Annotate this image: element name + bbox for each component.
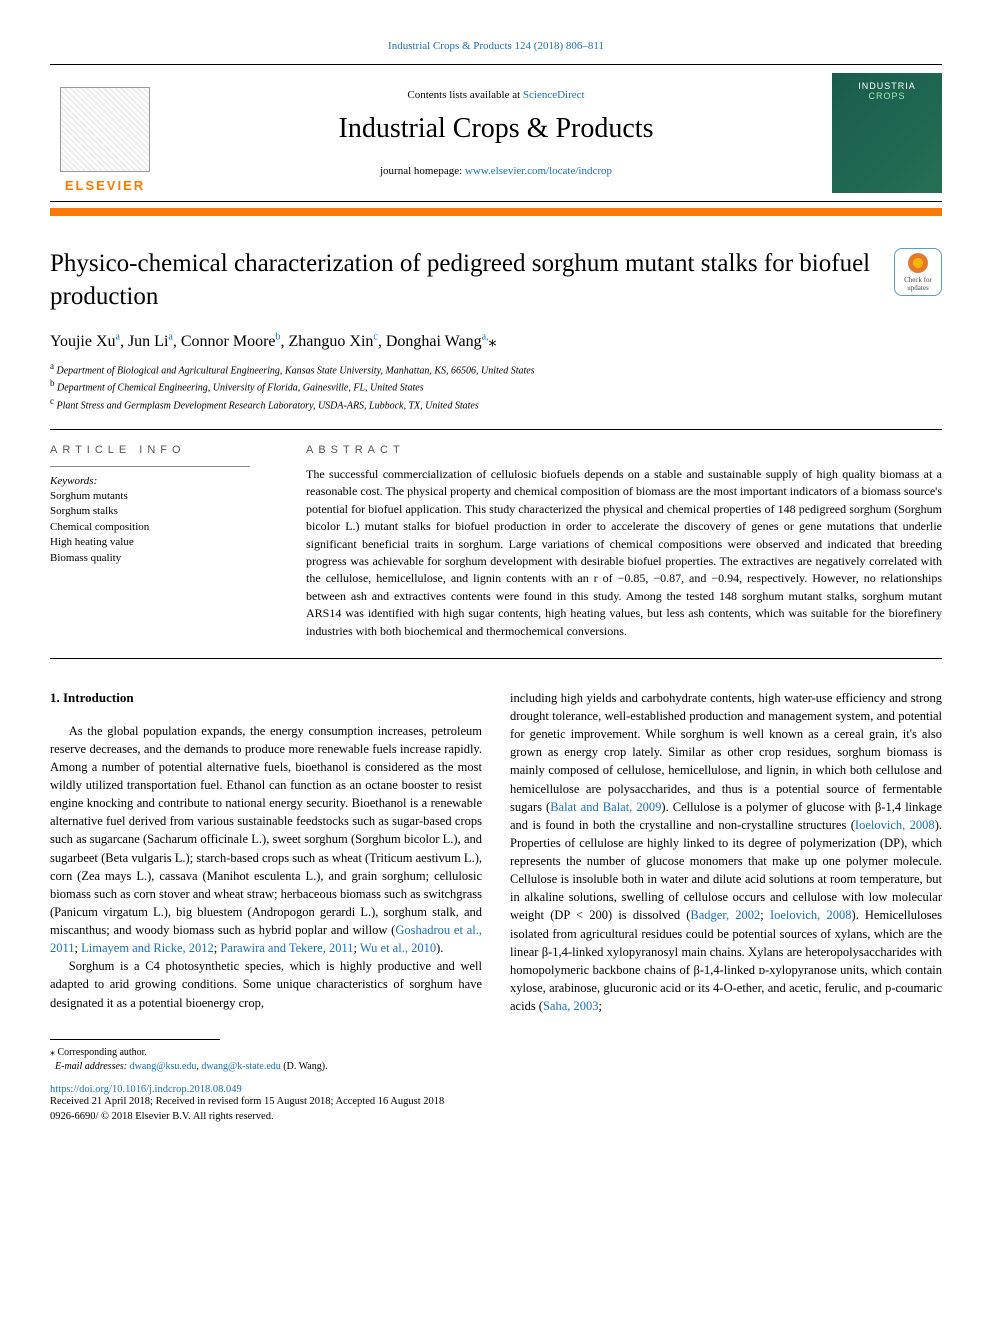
elsevier-logo[interactable]: ELSEVIER (50, 73, 160, 193)
elsevier-tree-icon (60, 87, 150, 172)
cover-text-1: INDUSTRIA (858, 81, 916, 91)
keyword: Sorghum mutants (50, 489, 270, 504)
authors: Youjie Xua, Jun Lia, Connor Mooreb, Zhan… (50, 331, 942, 351)
sciencedirect-link[interactable]: ScienceDirect (523, 89, 585, 101)
contents-prefix: Contents lists available at (407, 89, 522, 101)
body-paragraph: including high yields and carbohydrate c… (510, 689, 942, 1015)
orange-rule (50, 208, 942, 216)
email-line: E-mail addresses: dwang@ksu.edu, dwang@k… (50, 1060, 942, 1074)
article-info-column: ARTICLE INFO Keywords: Sorghum mutantsSo… (50, 444, 270, 640)
cover-text-2: CROPS (868, 91, 905, 101)
homepage-line: journal homepage: www.elsevier.com/locat… (160, 165, 832, 177)
section-heading: 1. Introduction (50, 689, 482, 708)
paper-title: Physico-chemical characterization of ped… (50, 248, 894, 313)
masthead: ELSEVIER Contents lists available at Sci… (50, 64, 942, 202)
divider (50, 429, 942, 430)
affiliation: b Department of Chemical Engineering, Un… (50, 378, 942, 393)
received-line: Received 21 April 2018; Received in revi… (50, 1095, 942, 1110)
ref-link[interactable]: Wu et al., 2010 (360, 941, 436, 955)
doi-link[interactable]: https://doi.org/10.1016/j.indcrop.2018.0… (50, 1084, 242, 1095)
affiliation: c Plant Stress and Germplasm Development… (50, 396, 942, 411)
elsevier-label: ELSEVIER (65, 178, 145, 193)
check-updates-badge[interactable]: Check for updates (894, 248, 942, 296)
abstract-text: The successful commercialization of cell… (306, 466, 942, 640)
affiliation: a Department of Biological and Agricultu… (50, 361, 942, 376)
keyword: Biomass quality (50, 551, 270, 566)
ref-link[interactable]: Badger, 2002 (690, 908, 760, 922)
abstract-label: ABSTRACT (306, 444, 942, 456)
updates-text-1: Check for (904, 276, 932, 284)
journal-cover[interactable]: INDUSTRIA CROPS (832, 73, 942, 193)
homepage-prefix: journal homepage: (380, 165, 465, 177)
footnote-rule (50, 1039, 220, 1040)
masthead-center: Contents lists available at ScienceDirec… (160, 89, 832, 177)
body-columns: 1. Introduction As the global population… (50, 689, 942, 1015)
updates-text-2: updates (907, 284, 928, 292)
body-paragraph: As the global population expands, the en… (50, 722, 482, 958)
homepage-link[interactable]: www.elsevier.com/locate/indcrop (465, 165, 612, 177)
citation-header[interactable]: Industrial Crops & Products 124 (2018) 8… (50, 40, 942, 52)
corresponding-author-note: ⁎ Corresponding author. (50, 1046, 942, 1060)
doi-line: https://doi.org/10.1016/j.indcrop.2018.0… (50, 1084, 942, 1095)
issn-copyright: 0926-6690/ © 2018 Elsevier B.V. All righ… (50, 1110, 942, 1125)
ref-link[interactable]: Ioelovich, 2008 (770, 908, 852, 922)
article-info-label: ARTICLE INFO (50, 444, 270, 456)
abstract-column: ABSTRACT The successful commercializatio… (306, 444, 942, 640)
body-col-left: 1. Introduction As the global population… (50, 689, 482, 1015)
crossmark-icon (908, 253, 928, 273)
journal-name: Industrial Crops & Products (160, 113, 832, 145)
ref-link[interactable]: Saha, 2003 (543, 999, 599, 1013)
ref-link[interactable]: Ioelovich, 2008 (855, 818, 935, 832)
divider (50, 658, 942, 659)
body-col-right: including high yields and carbohydrate c… (510, 689, 942, 1015)
ref-link[interactable]: Limayem and Ricke, 2012 (81, 941, 214, 955)
keywords-label: Keywords: (50, 475, 270, 487)
body-paragraph: Sorghum is a C4 photosynthetic species, … (50, 957, 482, 1011)
contents-line: Contents lists available at ScienceDirec… (160, 89, 832, 101)
keyword: High heating value (50, 535, 270, 550)
ref-link[interactable]: Balat and Balat, 2009 (550, 800, 661, 814)
keyword: Sorghum stalks (50, 504, 270, 519)
ref-link[interactable]: Parawira and Tekere, 2011 (220, 941, 353, 955)
email-link[interactable]: dwang@ksu.edu (130, 1061, 197, 1072)
email-link[interactable]: dwang@k-state.edu (201, 1061, 280, 1072)
keyword: Chemical composition (50, 520, 270, 535)
info-rule (50, 466, 250, 467)
